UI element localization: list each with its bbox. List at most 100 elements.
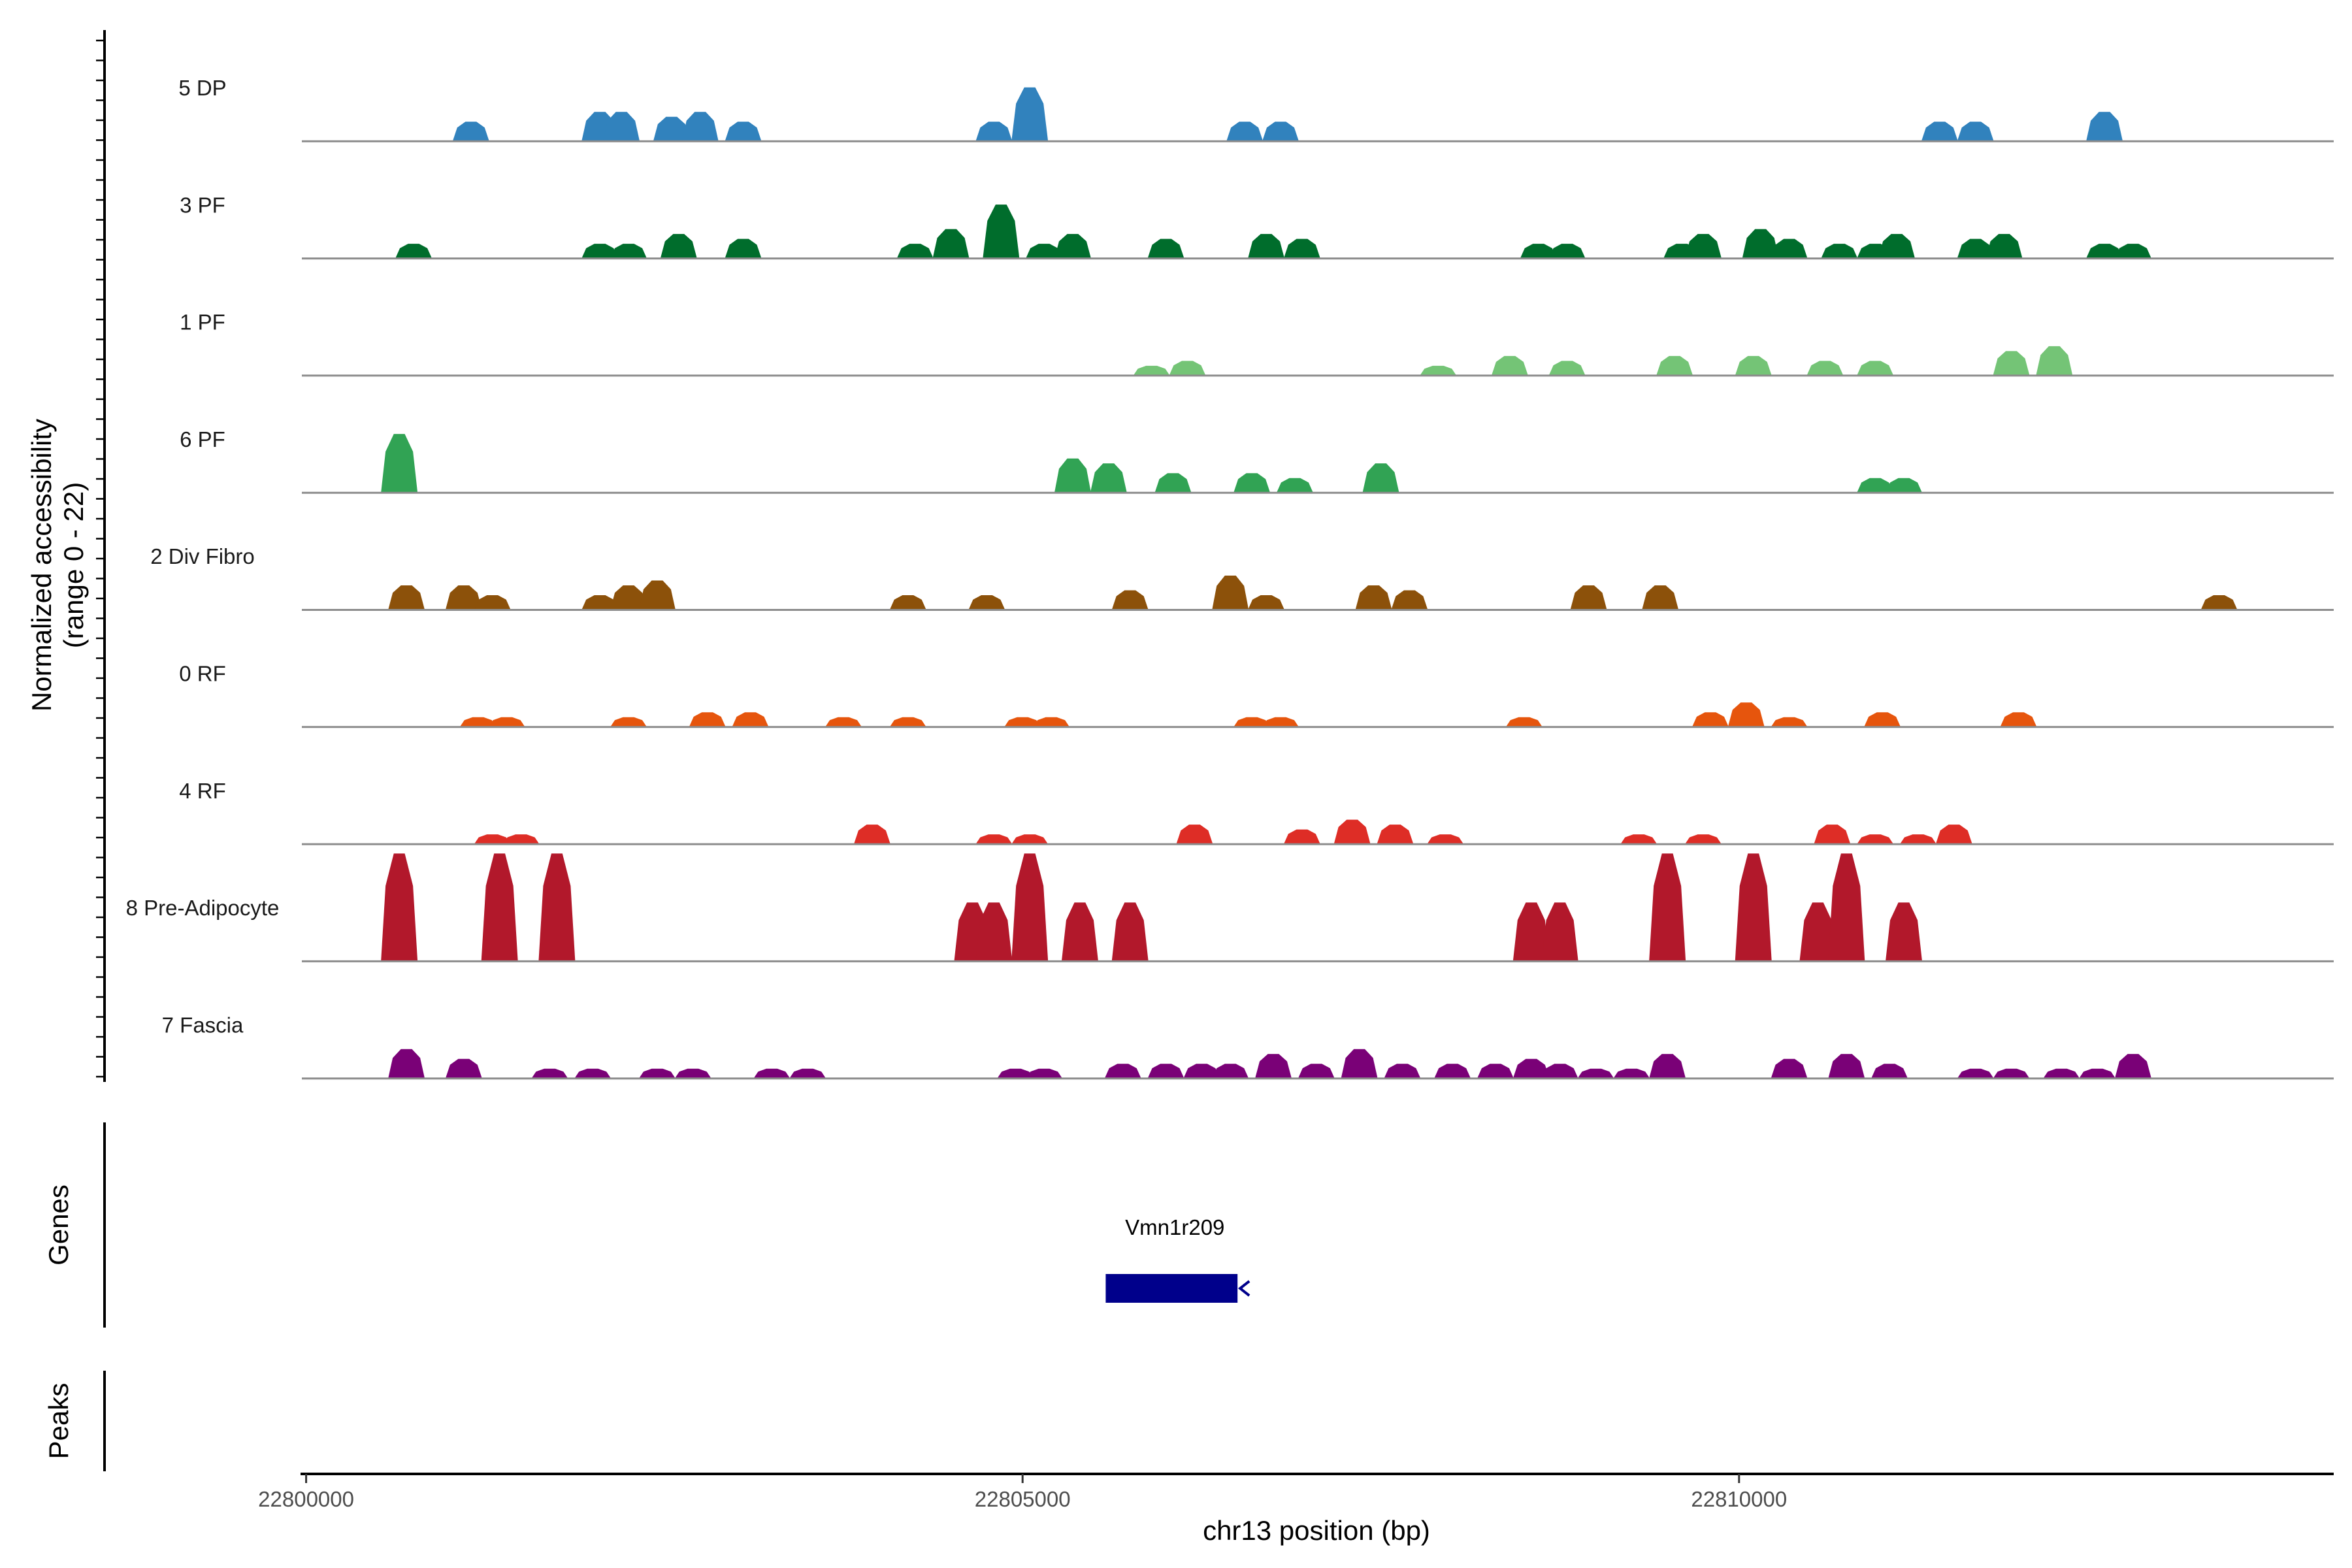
peak-mark — [1491, 355, 1528, 376]
peak-mark — [1248, 234, 1285, 259]
peak-mark — [1993, 351, 2030, 376]
peak-mark — [381, 434, 418, 493]
peak-mark — [531, 1068, 568, 1079]
peak-mark — [975, 122, 1013, 142]
peak-mark — [1054, 234, 1091, 259]
track-7: 4 RF — [179, 779, 2334, 845]
peak-mark — [1742, 229, 1779, 259]
peak-mark — [502, 834, 540, 845]
peak-mark — [638, 1068, 676, 1079]
x-tick-label: 22805000 — [975, 1487, 1071, 1511]
peak-mark — [1154, 473, 1192, 493]
peak-mark — [581, 244, 619, 259]
peaks-panel-label: Peaks — [43, 1383, 74, 1460]
peak-mark — [1427, 834, 1464, 845]
peak-mark — [1993, 1068, 2030, 1079]
peak-mark — [1814, 825, 1851, 845]
peak-mark — [1985, 234, 2023, 259]
peak-mark — [1899, 834, 1936, 845]
peak-mark — [603, 112, 640, 142]
peak-mark — [1935, 825, 1972, 845]
peak-mark — [725, 238, 762, 259]
gene-label: Vmn1r209 — [1125, 1215, 1224, 1239]
peak-mark — [1620, 834, 1658, 845]
peak-mark — [1613, 1068, 1650, 1079]
peak-mark — [681, 112, 719, 142]
peak-mark — [889, 717, 926, 727]
peak-mark — [2114, 244, 2151, 259]
peak-mark — [1333, 819, 1371, 845]
peak-mark — [1886, 902, 1923, 962]
x-tick-label: 22810000 — [1691, 1487, 1787, 1511]
peak-mark — [474, 834, 511, 845]
peak-mark — [445, 585, 482, 610]
peak-mark — [1212, 1064, 1249, 1079]
peak-mark — [1548, 244, 1586, 259]
peak-mark — [2000, 712, 2037, 727]
peak-mark — [1806, 361, 1844, 376]
peak-mark — [1147, 1064, 1184, 1079]
peak-mark — [1090, 463, 1127, 493]
peak-mark — [1857, 834, 1894, 845]
peak-mark — [459, 717, 497, 727]
peak-mark — [1828, 853, 1865, 962]
peak-mark — [1512, 902, 1550, 962]
peak-mark — [1771, 717, 1808, 727]
peak-mark — [610, 717, 647, 727]
peak-mark — [1255, 1054, 1292, 1079]
x-axis-label: chr13 position (bp) — [1203, 1515, 1430, 1546]
peak-mark — [1864, 712, 1901, 727]
peak-mark — [1735, 853, 1772, 962]
peak-mark — [1283, 829, 1320, 845]
peak-mark — [2114, 1054, 2151, 1079]
peak-mark — [1957, 238, 1994, 259]
peak-mark — [1033, 717, 1070, 727]
peak-mark — [975, 834, 1013, 845]
peak-mark — [1111, 902, 1149, 962]
peak-mark — [574, 1068, 612, 1079]
peak-mark — [1434, 1064, 1471, 1079]
peak-mark — [853, 825, 890, 845]
peak-mark — [481, 853, 518, 962]
peak-mark — [1355, 585, 1392, 610]
track-5: 2 Div Fibro — [150, 544, 2334, 611]
peak-mark — [1871, 1064, 1908, 1079]
peak-mark — [452, 122, 489, 142]
peak-mark — [1011, 834, 1049, 845]
peak-mark — [725, 122, 762, 142]
track-2: 3 PF — [180, 193, 2334, 260]
peak-mark — [1262, 717, 1299, 727]
peak-mark — [1104, 1064, 1141, 1079]
peak-mark — [1384, 1064, 1421, 1079]
peak-mark — [1233, 717, 1271, 727]
track-label: 1 PF — [180, 310, 225, 335]
track-6: 0 RF — [179, 662, 2334, 728]
y-axis-label-line1: Normalized accessibility — [26, 419, 57, 711]
track-3: 1 PF — [180, 310, 2334, 377]
peak-mark — [674, 1068, 711, 1079]
peak-mark — [1541, 902, 1578, 962]
peak-mark — [1026, 1068, 1063, 1079]
peak-mark — [1011, 87, 1049, 142]
peak-mark — [1577, 1068, 1614, 1079]
peak-mark — [653, 116, 690, 142]
tracks-layer: 5 DP 3 PF 1 PF 6 PF 2 Div Fibro 0 RF 4 RF 8 Pre… — [126, 76, 2334, 1080]
peak-mark — [1828, 1054, 1865, 1079]
peak-mark — [1377, 825, 1414, 845]
peak-mark — [1298, 1064, 1335, 1079]
peak-mark — [1111, 590, 1149, 610]
peak-mark — [388, 585, 425, 610]
gene-body — [1105, 1274, 1238, 1303]
peak-mark — [825, 717, 862, 727]
peak-mark — [1226, 122, 1264, 142]
peak-mark — [1133, 365, 1170, 376]
peak-mark — [1857, 478, 1894, 493]
strand-arrow — [1237, 1280, 1250, 1297]
peak-mark — [1233, 473, 1271, 493]
track-label: 2 Div Fibro — [150, 544, 255, 568]
peak-mark — [983, 204, 1020, 259]
peak-mark — [932, 229, 970, 259]
x-tick-label: 22800000 — [258, 1487, 354, 1511]
peak-mark — [975, 902, 1013, 962]
